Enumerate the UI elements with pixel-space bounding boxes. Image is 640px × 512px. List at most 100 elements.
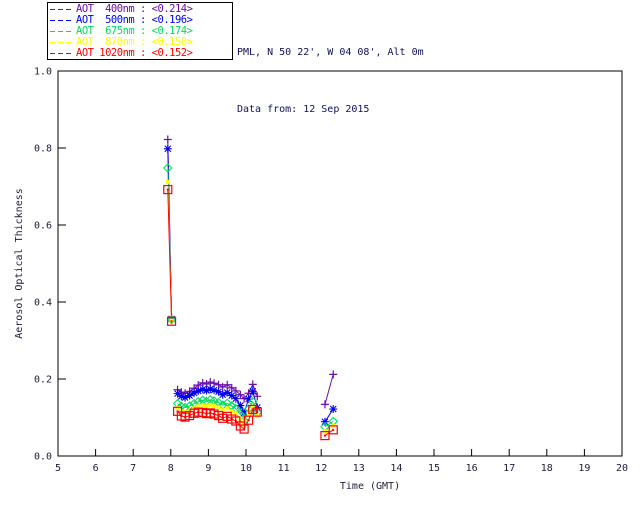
marker-square-open: [244, 415, 254, 425]
legend-label: AOT 500nm : <0.196>: [76, 14, 193, 26]
marker-square-filled: [200, 403, 205, 408]
y-tick-label: 0.6: [34, 221, 52, 232]
series-line-aot-675nm: [177, 399, 258, 422]
x-tick-label: 6: [93, 463, 99, 474]
marker-square-open: [252, 407, 262, 417]
marker-square-dot: [243, 428, 246, 431]
x-tick-label: 5: [55, 463, 61, 474]
header-block: PML, N 50 22', W 04 08', Alt 0m Data fro…: [237, 5, 424, 157]
marker-asterisk: [198, 385, 207, 394]
marker-plus: [329, 370, 338, 379]
marker-square-dot: [323, 434, 326, 437]
marker-square-open: [163, 184, 173, 195]
marker-square-dot: [332, 428, 335, 431]
marker-diamond: [163, 163, 173, 173]
marker-asterisk: [210, 386, 219, 395]
station-location-text: PML, N 50 22', W 04 08', Alt 0m: [237, 47, 424, 58]
legend-dash-swatch: [50, 31, 72, 32]
marker-square-filled: [229, 408, 234, 413]
marker-asterisk: [231, 394, 240, 403]
marker-square-dot: [170, 320, 173, 323]
legend-item-aot-400nm: AOT 400nm : <0.214>: [50, 4, 230, 15]
x-tick-label: 15: [428, 463, 440, 474]
legend-dash-swatch: [50, 42, 72, 43]
marker-square-filled: [216, 405, 221, 410]
legend-item-aot-675nm: AOT 675nm : <0.174>: [50, 26, 230, 37]
marker-asterisk: [227, 391, 236, 400]
x-tick-label: 7: [130, 463, 136, 474]
marker-square-open: [320, 430, 330, 441]
marker-plus: [223, 380, 232, 389]
marker-square-dot: [234, 419, 237, 422]
x-tick-label: 11: [278, 463, 290, 474]
y-tick-label: 1.0: [34, 67, 52, 78]
marker-asterisk: [163, 144, 172, 153]
y-tick-label: 0.8: [34, 144, 52, 155]
marker-square-open: [239, 424, 249, 434]
marker-square-dot: [176, 410, 179, 413]
marker-plus: [227, 383, 236, 392]
marker-square-filled: [225, 406, 230, 411]
marker-asterisk: [190, 388, 199, 397]
marker-plus: [231, 386, 240, 395]
series-line-aot-400nm: [324, 374, 334, 405]
marker-asterisk: [185, 391, 194, 400]
legend-box: AOT 400nm : <0.214> AOT 500nm : <0.196> AO…: [47, 2, 233, 60]
marker-square-filled: [204, 404, 209, 409]
marker-plus: [206, 378, 215, 387]
data-date-text: Data from: 12 Sep 2015: [237, 104, 370, 115]
series-line-aot-675nm: [324, 420, 334, 428]
marker-asterisk: [240, 408, 249, 417]
legend-item-aot-1020nm: AOT 1020nm : <0.152>: [50, 48, 230, 59]
marker-asterisk: [206, 385, 215, 394]
marker-square-dot: [166, 188, 169, 191]
marker-asterisk: [214, 387, 223, 396]
marker-plus: [218, 383, 227, 392]
x-tick-label: 17: [503, 463, 515, 474]
marker-asterisk: [218, 390, 227, 399]
legend-label: AOT 675nm : <0.174>: [76, 25, 193, 37]
marker-asterisk: [248, 387, 257, 396]
marker-asterisk: [223, 388, 232, 397]
x-tick-label: 19: [578, 463, 590, 474]
x-tick-label: 20: [616, 463, 628, 474]
marker-plus: [253, 392, 262, 401]
y-tick-label: 0.0: [34, 452, 52, 463]
legend-dash-swatch: [50, 53, 72, 54]
marker-asterisk: [236, 401, 245, 410]
marker-square-dot: [256, 411, 259, 414]
legend-dash-swatch: [50, 20, 72, 21]
x-tick-label: 14: [390, 463, 402, 474]
legend-item-aot-870nm: AOT 870nm : <0.158>: [50, 37, 230, 48]
legend-label: AOT 1020nm : <0.152>: [76, 47, 193, 59]
x-tick-label: 18: [541, 463, 553, 474]
legend-label: AOT 870nm : <0.158>: [76, 36, 193, 48]
marker-square-filled: [212, 403, 217, 408]
marker-asterisk: [177, 392, 186, 401]
marker-asterisk: [244, 395, 253, 404]
marker-asterisk: [329, 405, 338, 414]
series-line-aot-1020nm: [167, 189, 173, 322]
marker-plus: [320, 400, 329, 409]
marker-asterisk: [202, 386, 211, 395]
marker-asterisk: [320, 417, 329, 426]
marker-diamond: [166, 314, 177, 325]
marker-square-filled: [220, 408, 225, 413]
marker-plus: [248, 380, 257, 389]
marker-square-filled: [233, 411, 238, 416]
marker-plus: [210, 379, 219, 388]
marker-square-filled: [250, 404, 255, 409]
y-tick-label: 0.2: [34, 375, 52, 386]
x-tick-label: 9: [205, 463, 211, 474]
marker-square-open: [166, 316, 177, 326]
legend-dash-swatch: [50, 9, 72, 10]
marker-square-filled: [165, 179, 170, 184]
marker-plus: [214, 380, 223, 389]
x-tick-label: 8: [168, 463, 174, 474]
y-axis-title: Aerosol Optical Thickness: [14, 188, 25, 339]
marker-plus: [236, 390, 245, 399]
x-tick-label: 13: [353, 463, 365, 474]
marker-square-dot: [247, 419, 250, 422]
